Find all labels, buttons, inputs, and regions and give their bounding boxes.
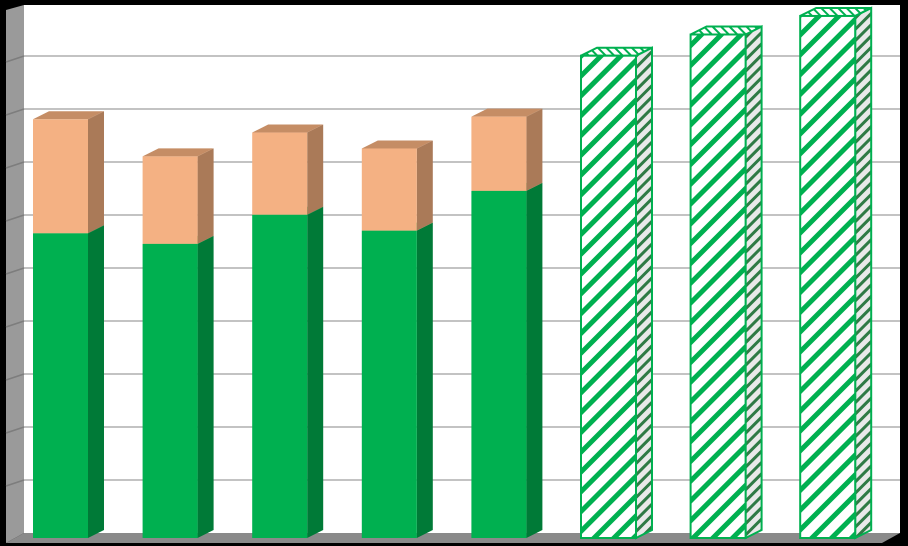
bar-peach-segment-front [142, 156, 198, 244]
side-gridline [5, 161, 25, 169]
bar-peach-segment-top [471, 108, 543, 117]
bar-peach-segment [33, 111, 104, 234]
side-gridline [5, 426, 25, 434]
side-gridline [5, 373, 25, 381]
chart-floor [6, 533, 900, 543]
side-gridline [5, 214, 25, 222]
bar-green-segment [252, 206, 324, 538]
left-side-wall [6, 5, 24, 543]
bar-hatched-front [799, 14, 857, 539]
bar-green-segment-side [88, 225, 104, 538]
bar-hatched-front [689, 33, 747, 539]
bar-peach-segment-side [307, 124, 324, 215]
side-gridline [5, 320, 25, 328]
bar-peach-segment-side [197, 148, 214, 244]
bar-peach-segment-top [361, 140, 433, 149]
bar-green-segment-front [361, 230, 417, 538]
bar-hatched [799, 6, 873, 540]
side-gridline [5, 108, 25, 116]
bar-green-segment-side [197, 235, 214, 538]
bar-peach-segment-side [526, 108, 543, 191]
bar-hatched-front [580, 54, 637, 539]
bar-peach-segment-front [33, 119, 88, 234]
bar-green-segment-front [252, 214, 308, 538]
bar-peach-segment-front [471, 116, 527, 191]
bar-peach-segment-front [252, 132, 308, 215]
bar-green-segment-side [307, 206, 324, 538]
bar-peach-segment [361, 140, 433, 231]
bar-green-segment-front [471, 190, 527, 538]
bar-green-segment-front [142, 243, 198, 538]
side-gridline [5, 55, 25, 63]
bar-peach-segment-top [142, 148, 214, 157]
side-gridline [5, 267, 25, 275]
bar-peach-segment-top [252, 124, 324, 133]
bar-hatched [689, 24, 763, 540]
bar-peach-segment-side [416, 140, 433, 231]
bar-peach-segment [142, 148, 214, 244]
bar-green-segment [361, 222, 433, 538]
bar-hatched-side [635, 46, 653, 540]
bar-hatched-side [744, 24, 763, 540]
side-gridline [5, 479, 25, 487]
bar-green-segment [142, 235, 214, 538]
bar-peach-segment-side [88, 111, 104, 234]
bar-peach-segment-front [361, 148, 417, 231]
bar-green-segment [471, 182, 543, 538]
bar-green-segment-side [416, 222, 433, 538]
bar-peach-segment [252, 124, 324, 215]
bar-hatched [580, 46, 653, 540]
bar-green-segment [33, 225, 104, 538]
bar-peach-segment [471, 108, 543, 191]
bar-peach-segment-top [33, 111, 104, 120]
bar-hatched-side [854, 6, 873, 540]
bar-green-segment-side [526, 182, 543, 538]
bar-green-segment-front [33, 233, 88, 538]
